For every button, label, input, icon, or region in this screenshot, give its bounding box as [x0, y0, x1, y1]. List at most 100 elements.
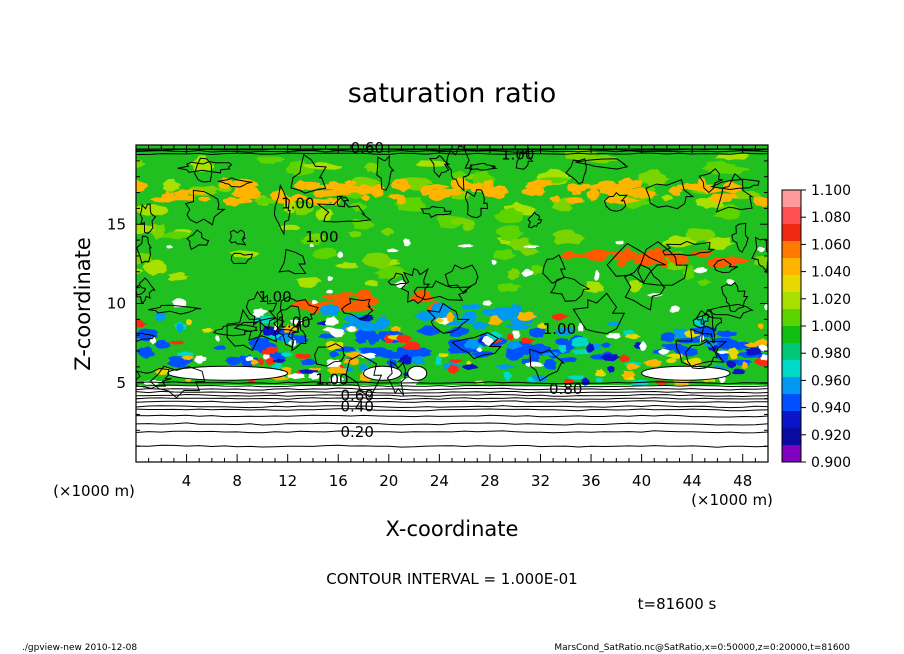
field-patch-mixed — [726, 360, 737, 369]
contour-label: 1.00 — [315, 371, 348, 389]
field-patch-yellowgreen — [334, 261, 359, 269]
x-tick-label: 48 — [733, 472, 752, 490]
field-patch-mixed — [558, 345, 567, 354]
field-patch-mixed — [619, 354, 631, 363]
contour-loop — [713, 258, 738, 274]
field-patch-mixed — [358, 364, 368, 371]
field-patch-mixed — [390, 326, 402, 332]
field-patch-white — [476, 347, 483, 353]
field-patch-white — [523, 245, 540, 249]
field-patch-feature — [183, 189, 209, 195]
field-patch-mixed — [743, 342, 763, 348]
field-patch-mixed — [741, 361, 748, 370]
contour-loop — [695, 310, 711, 325]
contour-loop — [226, 308, 263, 352]
field-patch-feature — [676, 182, 699, 189]
colorbar-labels: 1.100 1.080 1.060 1.040 1.020 1.000 0.980 0.960… — [801, 183, 851, 471]
chart-title: saturation ratio — [348, 78, 557, 109]
field-patch-yellowgreen — [364, 162, 380, 174]
contour-loop — [515, 147, 534, 170]
contour-loop — [662, 240, 716, 256]
field-patch-yellowgreen — [696, 278, 712, 287]
field-patch-yellowgreen — [493, 249, 517, 260]
field-patch-mixed — [600, 354, 622, 362]
field-white-lens — [641, 365, 731, 381]
field-patch-feature — [222, 196, 245, 207]
field-patch-mixed — [571, 336, 592, 347]
field-patch-yellowgreen — [628, 280, 644, 293]
x-tick-label: 28 — [480, 472, 499, 490]
field-patch-white — [165, 244, 174, 249]
field-patch-mixed — [586, 342, 595, 353]
field-patch-feature — [461, 311, 479, 324]
field-patch-mixed — [176, 351, 195, 357]
contour-loop — [184, 189, 226, 226]
field-patch-feature — [633, 189, 659, 199]
contour-loop — [136, 284, 146, 296]
field-patch-yellowgreen — [136, 223, 157, 234]
field-patch-mixed — [180, 355, 195, 361]
field-patch-mixed — [155, 312, 166, 322]
field-patch-mixed — [728, 347, 740, 360]
field-patch-white — [386, 248, 400, 253]
contour-loop — [341, 297, 374, 320]
field-patch-yellowgreen — [291, 202, 315, 216]
contour-loop — [527, 211, 543, 229]
field-patch-feature — [505, 348, 525, 361]
colorbar-swatch — [782, 258, 801, 276]
contour-loop — [278, 248, 307, 275]
field-patch-white — [481, 335, 495, 346]
field-patch-mixed — [525, 361, 544, 367]
colorbar-label: 0.920 — [811, 428, 851, 444]
contour-loop — [386, 360, 407, 397]
contour-loop — [316, 196, 372, 223]
colorbar-swatch — [782, 326, 801, 344]
contour-loop — [603, 191, 628, 212]
contour-loop — [464, 189, 489, 219]
contour-loop — [213, 324, 258, 337]
contour-loop — [637, 241, 688, 286]
contour-loop — [575, 158, 629, 170]
field-patch-mixed — [136, 319, 148, 328]
field-patch-mixed — [464, 339, 481, 350]
colorbar-label: 1.000 — [811, 319, 851, 335]
field-patch-yellowgreen — [661, 194, 673, 202]
field-patch-yellowgreen — [508, 237, 535, 253]
colorbar-label: 1.080 — [811, 210, 851, 226]
field-patch-mixed — [258, 358, 265, 365]
contour-loop — [692, 314, 723, 332]
field-patch-mixed — [397, 354, 415, 365]
field-patch-white — [669, 305, 680, 313]
contour-line — [136, 422, 768, 426]
contour-loop — [709, 178, 760, 191]
field-patch-mixed — [487, 315, 504, 326]
field-patch-mixed — [402, 341, 421, 350]
contour-line — [136, 400, 768, 404]
contour-label: 1.00 — [258, 288, 291, 306]
field-patch-yellowgreen — [312, 247, 340, 259]
field-patch-mixed — [625, 376, 636, 381]
field-patch-yellowgreen — [415, 160, 449, 167]
colorbar-swatch — [782, 207, 801, 225]
field-patch-yellowgreen — [715, 166, 750, 175]
field-patch-mixed — [445, 312, 456, 323]
field-patch-mixed — [326, 366, 348, 374]
y-tick-label: 10 — [107, 295, 126, 313]
contour-loop — [675, 328, 728, 367]
contour-loop — [273, 183, 291, 236]
field-patch-yellowgreen — [167, 271, 190, 282]
contour-loop — [230, 252, 254, 265]
field-patch-feature — [198, 196, 212, 202]
contour-line-top — [136, 149, 768, 153]
contour-loop — [376, 154, 395, 191]
field-patch-feature — [632, 179, 644, 188]
y-tick-label: 15 — [107, 215, 126, 233]
contour-loop — [426, 302, 471, 334]
field-patch-mixed — [250, 359, 259, 365]
field-patch-white — [693, 266, 708, 274]
contour-line — [136, 404, 768, 409]
field-patch-white — [309, 243, 314, 248]
field-patch-white — [311, 299, 319, 305]
field-patch-feature — [590, 249, 612, 257]
field-patch-feature — [718, 193, 740, 199]
